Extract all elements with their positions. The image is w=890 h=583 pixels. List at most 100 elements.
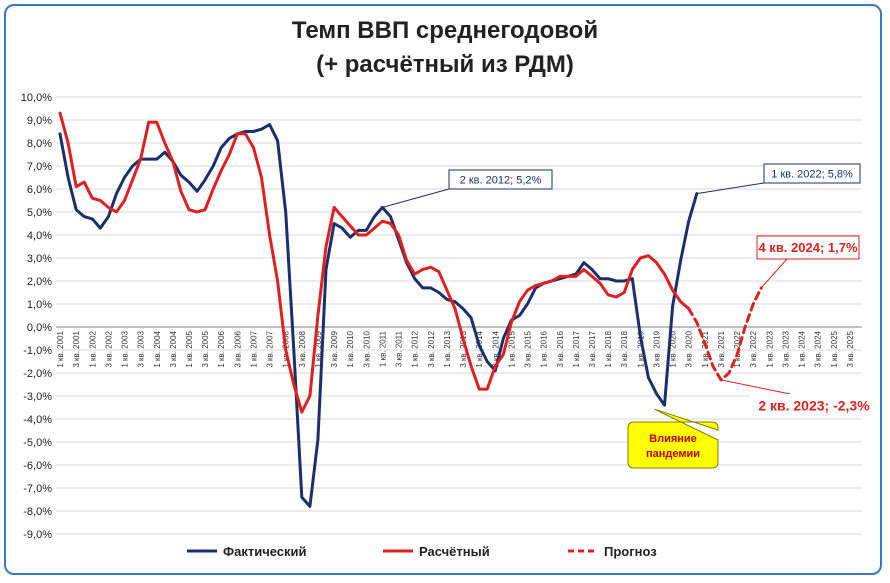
y-tick-label: 8,0%	[27, 138, 52, 150]
annotation-5: Влияние пандемии	[627, 408, 719, 469]
x-tick-label: 1 кв. 2001	[56, 330, 65, 367]
x-tick-label: 1 кв. 2009	[314, 330, 323, 367]
x-tick-label: 1 кв. 2019	[636, 330, 645, 367]
x-tick-label: 1 кв. 2012	[411, 330, 420, 367]
chart-title-line2: (+ расчётный из РДМ)	[316, 51, 574, 78]
y-tick-label: -2,0%	[23, 368, 52, 380]
x-tick-label: 1 кв. 2024	[798, 330, 807, 367]
x-tick-label: 1 кв. 2006	[217, 330, 226, 367]
x-tick-label: 1 кв. 2020	[669, 330, 678, 367]
x-tick-label: 3 кв. 2019	[652, 330, 661, 367]
x-tick-label: 3 кв. 2011	[395, 330, 404, 367]
annotation-text: 1 кв. 2022; 5,8%	[771, 168, 853, 180]
x-tick-label: 3 кв. 2013	[459, 330, 468, 367]
x-tick-label: 3 кв. 2023	[781, 330, 790, 367]
y-tick-label: -5,0%	[23, 437, 52, 449]
annotation-3: 4 кв. 2024; 1,7%	[756, 235, 860, 289]
x-tick-label: 1 кв. 2004	[153, 330, 162, 367]
x-tick-label: 1 кв. 2003	[121, 330, 130, 367]
chart-frame	[4, 4, 882, 575]
y-tick-label: 9,0%	[27, 115, 52, 127]
x-tick-label: 1 кв. 2007	[249, 330, 258, 367]
y-tick-label: 2,0%	[27, 276, 52, 288]
y-tick-label: 6,0%	[27, 184, 52, 196]
y-tick-label: -8,0%	[23, 506, 52, 518]
chart-title-line1: Темп ВВП среднегодовой	[291, 17, 599, 44]
callout-text-line1: Влияние	[649, 433, 697, 445]
legend-label: Расчётный	[419, 544, 490, 559]
x-tick-label: 1 кв. 2010	[346, 330, 355, 367]
series-line-1	[58, 123, 699, 508]
x-tick-label: 3 кв. 2005	[201, 330, 210, 367]
x-tick-label: 1 кв. 2023	[765, 330, 774, 367]
legend-label: Фактический	[223, 544, 307, 559]
x-tick-label: 1 кв. 2017	[572, 330, 581, 367]
series-line-2	[58, 111, 691, 414]
x-tick-label: 1 кв. 2011	[378, 330, 387, 367]
x-tick-label: 3 кв. 2017	[588, 330, 597, 367]
x-tick-label: 3 кв. 2008	[298, 330, 307, 367]
annotation-1: 2 кв. 2012; 5,2%	[382, 169, 553, 208]
y-tick-label: -4,0%	[23, 414, 52, 426]
series-layer	[58, 111, 763, 508]
x-tick-label: 3 кв. 2007	[266, 330, 275, 367]
y-tick-label: 10,0%	[21, 92, 52, 104]
x-tick-label: 3 кв. 2012	[427, 330, 436, 367]
y-tick-label: -9,0%	[23, 529, 52, 541]
y-axis-ticks: 10,0% 9,0% 8,0% 7,0% 6,0% 5,0% 4,0% 3,0% 2,0% 1,0…	[21, 92, 52, 541]
x-tick-label: 3 кв. 2021	[717, 330, 726, 367]
y-tick-label: 0,0%	[27, 322, 52, 334]
x-tick-label: 3 кв. 2009	[330, 330, 339, 367]
y-tick-label: -6,0%	[23, 460, 52, 472]
chart-title: Темп ВВП среднегодовой (+ расчётный из Р…	[0, 14, 890, 82]
x-tick-label: 3 кв. 2022	[749, 330, 758, 367]
x-tick-label: 3 кв. 2004	[169, 330, 178, 367]
annotation-text: 2 кв. 2023; -2,3%	[758, 398, 870, 414]
x-tick-label: 3 кв. 2016	[556, 330, 565, 367]
series-line-3	[687, 286, 763, 382]
x-tick-label: 3 кв. 2014	[491, 330, 500, 367]
y-tick-label: -1,0%	[23, 345, 52, 357]
x-tick-label: 3 кв. 2018	[620, 330, 629, 367]
y-tick-label: 5,0%	[27, 207, 52, 219]
x-tick-label: 3 кв. 2010	[362, 330, 371, 367]
leader-line	[720, 379, 791, 395]
x-tick-label: 1 кв. 2013	[443, 330, 452, 367]
x-tick-label: 1 кв. 2005	[185, 330, 194, 367]
annotation-4: 2 кв. 2023; -2,3%	[720, 379, 878, 417]
y-tick-label: -3,0%	[23, 391, 52, 403]
annotation-box	[750, 394, 878, 417]
legend-item-2: Расчётный	[383, 544, 490, 559]
x-tick-label: 3 кв. 2020	[685, 330, 694, 367]
annotation-text: 4 кв. 2024; 1,7%	[758, 240, 857, 255]
x-tick-label: 1 кв. 2021	[701, 330, 710, 367]
leader-line	[760, 258, 788, 289]
y-tick-label: 7,0%	[27, 161, 52, 173]
x-tick-label: 3 кв. 2006	[233, 330, 242, 367]
y-tick-label: 4,0%	[27, 230, 52, 242]
leader-line	[382, 188, 450, 208]
x-tick-label: 1 кв. 2018	[604, 330, 613, 367]
x-tick-label: 1 кв. 2002	[88, 330, 97, 367]
annotation-2: 1 кв. 2022; 5,8%	[696, 163, 861, 195]
x-tick-label: 3 кв. 2024	[814, 330, 823, 367]
callout-text-line2: пандемии	[646, 448, 700, 460]
legend-item-1: Фактический	[187, 544, 307, 559]
x-tick-label: 3 кв. 2015	[524, 330, 533, 367]
annotation-layer: 2 кв. 2012; 5,2% 1 кв. 2022; 5,8% 4 кв. 20…	[382, 163, 878, 469]
legend-item-3: Прогноз	[568, 544, 657, 559]
leader-line	[696, 182, 765, 195]
annotation-box	[756, 235, 860, 260]
annotation-text: 2 кв. 2012; 5,2%	[460, 174, 542, 186]
x-tick-label: 1 кв. 2016	[540, 330, 549, 367]
callout-box	[627, 408, 719, 469]
x-tick-label: 3 кв. 2001	[72, 330, 81, 367]
x-tick-label: 3 кв. 2003	[137, 330, 146, 367]
x-tick-label: 1 кв. 2025	[830, 330, 839, 367]
legend: Фактический Расчётный Прогноз	[187, 544, 657, 559]
y-tick-label: 3,0%	[27, 253, 52, 265]
x-tick-label: 3 кв. 2002	[104, 330, 113, 367]
y-tick-label: 1,0%	[27, 299, 52, 311]
grid-layer	[56, 96, 862, 535]
